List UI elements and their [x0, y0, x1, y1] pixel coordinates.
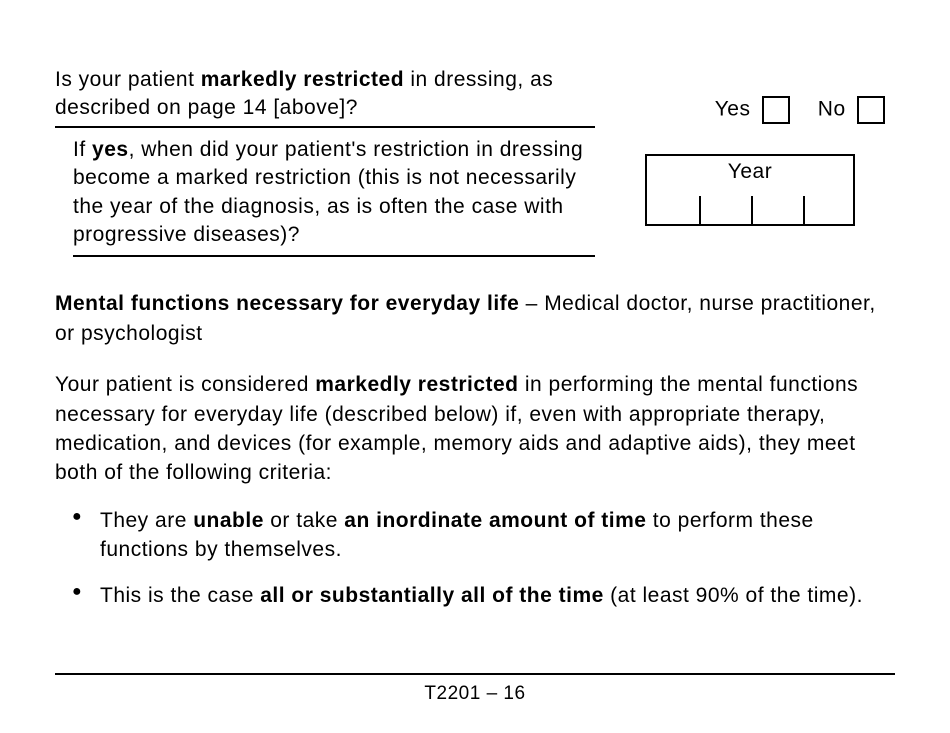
yes-checkbox[interactable]	[762, 96, 790, 124]
q2-post: , when did your patient's restriction in…	[73, 138, 583, 246]
q1-pre: Is your patient	[55, 68, 201, 91]
no-label: No	[818, 98, 846, 121]
b2-bold1: all or substantially all of the time	[260, 584, 604, 607]
year-input-group: Year	[595, 136, 895, 226]
q2-bold: yes	[92, 138, 129, 161]
criteria-paragraph: Your patient is considered markedly rest…	[55, 370, 895, 488]
year-input[interactable]: Year	[645, 154, 855, 226]
question-2-text: If yes, when did your patient's restrict…	[55, 136, 595, 249]
b1-bold1: unable	[193, 509, 264, 532]
para-b1: markedly restricted	[315, 373, 518, 396]
b2-t1: This is the case	[100, 584, 260, 607]
year-label: Year	[647, 156, 853, 184]
section-heading: Mental functions necessary for everyday …	[55, 289, 895, 348]
question-2-row: If yes, when did your patient's restrict…	[55, 136, 895, 249]
yes-label: Yes	[715, 98, 751, 121]
year-tick	[699, 196, 701, 224]
list-item: This is the case all or substantially al…	[100, 581, 895, 610]
footer-text: T2201 – 16	[0, 683, 950, 705]
footer-rule	[55, 673, 895, 675]
yes-option: Yes	[715, 96, 790, 124]
para-p1: Your patient is considered	[55, 373, 315, 396]
list-item: They are unable or take an inordinate am…	[100, 506, 895, 565]
q2-pre: If	[73, 138, 92, 161]
b1-bold2: an inordinate amount of time	[344, 509, 646, 532]
b1-t2: or take	[264, 509, 344, 532]
criteria-list: They are unable or take an inordinate am…	[55, 506, 895, 610]
question-1-row: Is your patient markedly restricted in d…	[55, 66, 895, 124]
divider-2	[73, 255, 595, 257]
q1-bold: markedly restricted	[201, 68, 404, 91]
b1-t1: They are	[100, 509, 193, 532]
b2-t2: (at least 90% of the time).	[604, 584, 863, 607]
no-option: No	[818, 96, 885, 124]
yes-no-group: Yes No	[615, 66, 895, 124]
no-checkbox[interactable]	[857, 96, 885, 124]
divider-1	[55, 126, 595, 128]
year-tick	[803, 196, 805, 224]
section-bold: Mental functions necessary for everyday …	[55, 292, 519, 315]
question-1-text: Is your patient markedly restricted in d…	[55, 66, 615, 123]
form-page: Is your patient markedly restricted in d…	[0, 0, 950, 610]
year-tick	[751, 196, 753, 224]
